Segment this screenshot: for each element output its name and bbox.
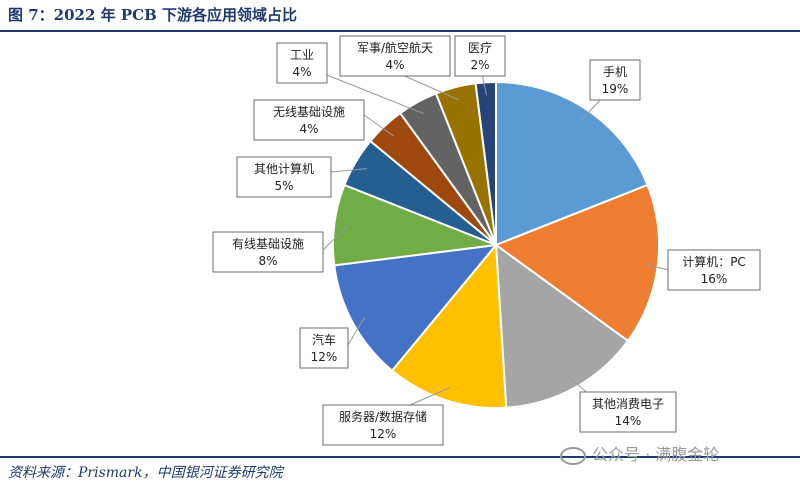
source-rule — [0, 456, 800, 458]
label-box — [212, 231, 324, 273]
slice-value: 12% — [311, 350, 338, 364]
label-box — [579, 391, 677, 433]
slice-name: 汽车 — [312, 332, 336, 347]
leader-line — [409, 387, 450, 406]
slice-value: 14% — [615, 414, 642, 428]
slice-value: 4% — [292, 65, 311, 79]
slice-value: 2% — [470, 58, 489, 72]
leader-line — [330, 168, 367, 173]
slice-label: 服务器/数据存储 12% — [322, 404, 444, 446]
pie-slice — [495, 80, 649, 247]
slice-label: 医疗 2% — [454, 35, 506, 77]
slice-label: 无线基础设施 4% — [253, 99, 365, 141]
slice-name: 其他计算机 — [254, 161, 314, 176]
slice-name: 手机 — [603, 65, 627, 79]
slice-name: 计算机：PC — [682, 254, 746, 269]
slice-value: 12% — [370, 427, 397, 441]
pie-slice — [474, 80, 497, 246]
title-rule — [0, 30, 800, 32]
slice-label: 手机 19% — [589, 59, 641, 101]
slice-value: 4% — [299, 122, 318, 136]
leader-line — [399, 73, 459, 101]
label-box — [236, 156, 332, 198]
slice-label: 军事/航空航天 4% — [339, 35, 451, 77]
slice-name: 医疗 — [468, 41, 492, 55]
leader-line — [322, 225, 348, 251]
slice-label: 其他计算机 5% — [236, 156, 332, 198]
slice-name: 有线基础设施 — [232, 237, 304, 251]
slice-value: 16% — [701, 272, 728, 286]
pie-slice — [390, 242, 508, 409]
slice-value: 5% — [274, 179, 293, 193]
slice-value: 19% — [602, 82, 629, 96]
pie-slice — [494, 242, 630, 409]
slice-label: 计算机：PC 16% — [667, 249, 761, 291]
leader-line — [347, 316, 366, 346]
label-box — [276, 42, 328, 84]
leader-line — [326, 74, 424, 115]
leader-line — [644, 263, 669, 271]
label-box — [454, 35, 506, 77]
label-box — [299, 327, 349, 369]
label-box — [667, 249, 761, 291]
pie-slice — [333, 243, 499, 373]
slice-name: 其他消费电子 — [592, 397, 664, 411]
slice-value: 4% — [385, 58, 404, 72]
leader-line — [481, 73, 488, 96]
watermark-text: 公众号 · 满腹金轮 — [592, 445, 720, 464]
slice-name: 无线基础设施 — [273, 105, 345, 119]
pie-slice — [493, 183, 660, 343]
slice-label: 其他消费电子 14% — [579, 391, 677, 433]
source-note: 资料来源：Prismark，中国银河证券研究院 — [8, 465, 283, 481]
slice-label: 工业 4% — [276, 42, 328, 84]
label-box — [322, 404, 444, 446]
wechat-icon — [560, 446, 586, 465]
slice-name: 工业 — [290, 48, 314, 62]
slice-name: 服务器/数据存储 — [339, 409, 427, 424]
slice-label: 有线基础设施 8% — [212, 231, 324, 273]
watermark: 公众号 · 满腹金轮 — [560, 441, 719, 465]
label-box — [339, 35, 451, 77]
slice-name: 军事/航空航天 — [357, 40, 433, 55]
label-box — [253, 99, 365, 141]
label-box — [589, 59, 641, 101]
slice-value: 8% — [258, 254, 277, 268]
leader-line — [363, 114, 394, 137]
chart-title: 图 7：2022 年 PCB 下游各应用领域占比 — [8, 6, 297, 24]
slice-label: 汽车 12% — [299, 327, 349, 369]
